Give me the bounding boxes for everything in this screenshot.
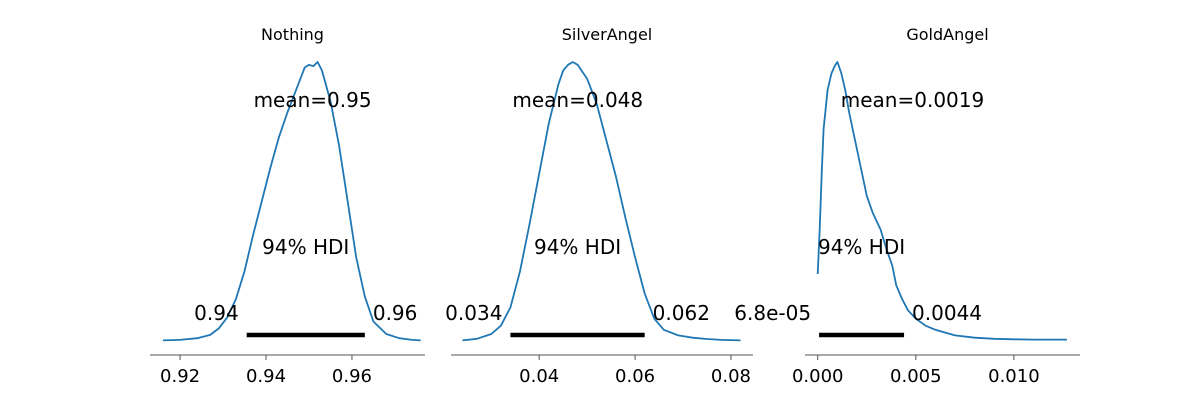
hdi-low-label: 0.94 bbox=[194, 301, 239, 325]
hdi-low-label: 6.8e-05 bbox=[734, 301, 811, 325]
density-curve bbox=[162, 61, 421, 342]
x-tick-label: 0.96 bbox=[332, 366, 372, 387]
x-tick-label: 0.08 bbox=[711, 366, 751, 387]
hdi-high-label: 0.062 bbox=[653, 301, 710, 325]
subplot-2: SilverAngel mean=0.048 94% HDI 0.034 0.062 0.… bbox=[445, 25, 753, 387]
subplot-title: GoldAngel bbox=[906, 25, 988, 44]
mean-label: mean=0.0019 bbox=[841, 88, 984, 112]
density-curve bbox=[816, 61, 1067, 341]
subplot-title: SilverAngel bbox=[562, 25, 652, 44]
mean-label: mean=0.95 bbox=[254, 88, 372, 112]
subplot-3: GoldAngel mean=0.0019 94% HDI 6.8e-05 0.0044… bbox=[734, 25, 1080, 387]
hdi-low-label: 0.034 bbox=[445, 301, 502, 325]
x-tick-label: 0.04 bbox=[519, 366, 559, 387]
subplot-1: Nothing mean=0.95 94% HDI 0.94 0.96 0.92 0.94 0… bbox=[150, 25, 425, 387]
hdi-label: 94% HDI bbox=[534, 235, 621, 259]
x-tick-label: 0.92 bbox=[160, 366, 200, 387]
hdi-label: 94% HDI bbox=[262, 235, 349, 259]
hdi-label: 94% HDI bbox=[818, 235, 905, 259]
x-tick-label: 0.005 bbox=[890, 366, 942, 387]
x-tick-label: 0.010 bbox=[988, 366, 1040, 387]
x-tick-label: 0.06 bbox=[615, 366, 655, 387]
hdi-high-label: 0.96 bbox=[373, 301, 418, 325]
mean-label: mean=0.048 bbox=[512, 88, 643, 112]
x-tick-label: 0.000 bbox=[792, 366, 844, 387]
density-curve bbox=[462, 61, 741, 342]
x-tick-label: 0.94 bbox=[246, 366, 286, 387]
subplot-title: Nothing bbox=[261, 25, 324, 44]
hdi-high-label: 0.0044 bbox=[912, 301, 982, 325]
